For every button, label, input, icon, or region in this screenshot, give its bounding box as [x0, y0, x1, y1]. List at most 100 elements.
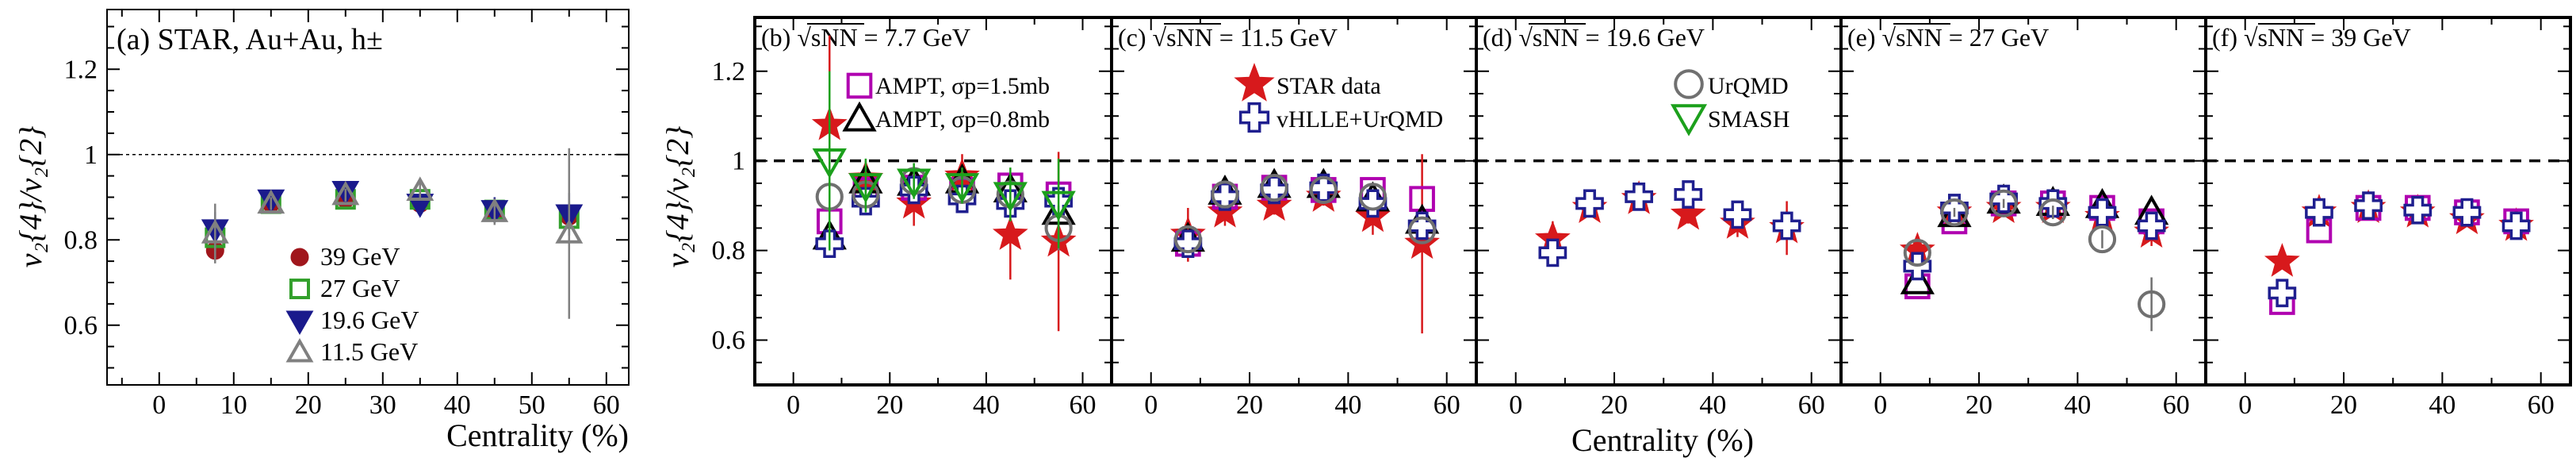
series-urqmd [1173, 173, 1437, 254]
data-point [1409, 186, 1435, 212]
series-vhlle [2268, 191, 2531, 308]
series-e115 [201, 148, 584, 319]
legend-a: 39 GeV 27 GeV 19.6 GeV 11.5 GeV [285, 242, 419, 366]
data-point [1625, 182, 1654, 211]
data-point [1173, 225, 1202, 254]
legend-marker-smash [1670, 104, 1708, 137]
panel-d: 0 20 40 60 (d) √sNN = 19.6 GeV [1475, 16, 1843, 420]
data-point [2038, 189, 2068, 218]
data-point [480, 198, 509, 222]
legend-d: UrQMD SMASH [1670, 69, 1789, 137]
legend-marker-star [1234, 63, 1275, 102]
data-point [2268, 279, 2297, 308]
data-point [1211, 180, 1239, 209]
x-tick-label: 60 [1798, 390, 1825, 420]
series-smash [812, 71, 1076, 251]
series-star [2264, 189, 2534, 277]
y-tick-label: 0.8 [712, 236, 746, 266]
x-tick-label: 40 [1699, 390, 1726, 420]
legend-label-vhlle: vHLLE+UrQMD [1277, 106, 1443, 133]
panel-title: (c) √sNN = 11.5 GeV [1118, 23, 1338, 52]
data-point [1408, 216, 1437, 244]
series-star [1899, 189, 2169, 266]
data-point [2501, 211, 2531, 240]
data-point [257, 189, 285, 214]
data-point [2138, 290, 2166, 318]
y-tick-label: 1.2 [64, 55, 98, 84]
data-point [1358, 183, 1388, 211]
y-axis-label-b: v₂{4}/v₂{2} [660, 126, 695, 267]
panel-title: (a) STAR, Au+Au, h± [117, 23, 383, 56]
data-point [992, 216, 1028, 250]
y-tick-label: 0.8 [64, 225, 98, 255]
y-axis-label-a: v₂{4}/v₂{2} [13, 126, 48, 267]
y-tick-label: 1 [84, 140, 98, 170]
y-tick-label: 1.2 [712, 57, 746, 87]
data-point [2305, 198, 2333, 227]
legend-label-e39: 39 GeV [320, 242, 400, 271]
x-tick-label: 0 [2238, 390, 2252, 420]
x-tick-label: 40 [2429, 390, 2455, 420]
x-tick-label: 60 [593, 390, 620, 420]
data-point [555, 219, 584, 244]
x-tick-label: 10 [220, 390, 247, 420]
data-point [1041, 190, 1076, 221]
legend-label-smash: SMASH [1708, 106, 1789, 133]
legend-marker-urqmd [1674, 69, 1704, 99]
data-point [1674, 180, 1703, 209]
x-tick-label: 20 [1965, 390, 1992, 420]
x-tick-label: 20 [1236, 390, 1263, 420]
panel-title: (d) √sNN = 19.6 GeV [1483, 23, 1705, 52]
data-point [2264, 243, 2300, 277]
series-vhlle [1538, 180, 1801, 267]
x-tick-label: 20 [1601, 390, 1628, 420]
x-tick-label: 50 [519, 390, 545, 420]
data-point [812, 148, 847, 179]
legend-label-urqmd: UrQMD [1708, 73, 1789, 99]
x-tick-label: 0 [1509, 390, 1522, 420]
legend-label-e115: 11.5 GeV [320, 337, 418, 366]
data-point [1309, 175, 1338, 204]
x-tick-label: 40 [1334, 390, 1361, 420]
x-tick-label: 40 [973, 390, 1000, 420]
legend-marker-ampt08 [842, 101, 877, 132]
data-point [1989, 184, 2019, 213]
data-point [2088, 198, 2117, 227]
x-tick-label: 0 [1874, 390, 1887, 420]
legend-marker-e27 [289, 279, 310, 299]
panel-title: (b) √sNN = 7.7 GeV [761, 23, 970, 52]
y-tick-label: 0.6 [712, 326, 746, 356]
data-point [1940, 198, 1969, 227]
series-star [1169, 154, 1440, 334]
x-tick-label: 60 [1070, 390, 1097, 420]
data-point [1538, 238, 1567, 267]
data-point [1575, 189, 1604, 218]
data-point [1407, 211, 1437, 240]
x-axis-label-a: Centrality (%) [446, 417, 629, 453]
data-point [2088, 225, 2117, 254]
legend-b: AMPT, σp=1.5mb AMPT, σp=0.8mb [842, 72, 1050, 133]
data-point [1670, 195, 1706, 230]
panel-e: 0 20 40 60 (e) √sNN = 27 GeV [1839, 16, 2207, 420]
x-tick-label: 0 [1144, 390, 1158, 420]
legend-marker-e196 [285, 310, 314, 336]
data-point [1260, 173, 1288, 202]
data-point [1900, 263, 1935, 294]
x-tick-label: 20 [2330, 390, 2357, 420]
data-point [2137, 211, 2166, 240]
data-point [993, 182, 1028, 213]
x-tick-label: 0 [152, 390, 166, 420]
x-tick-label: 40 [444, 390, 471, 420]
panel-a: 0 10 20 30 40 50 60 0.6 0.8 1 1.2 (a) STAR, Au+Au, … [64, 9, 630, 420]
series-e196 [201, 180, 584, 247]
legend-label-ampt15: AMPT, σp=1.5mb [875, 73, 1050, 99]
y-tick-label: 1 [732, 147, 745, 176]
x-tick-label: 20 [295, 390, 322, 420]
data-point [331, 180, 360, 206]
x-tick-label: 60 [2528, 390, 2555, 420]
data-point [2452, 198, 2482, 227]
x-tick-label: 60 [1433, 390, 1460, 420]
data-point [1903, 238, 1931, 267]
data-point [848, 173, 883, 203]
